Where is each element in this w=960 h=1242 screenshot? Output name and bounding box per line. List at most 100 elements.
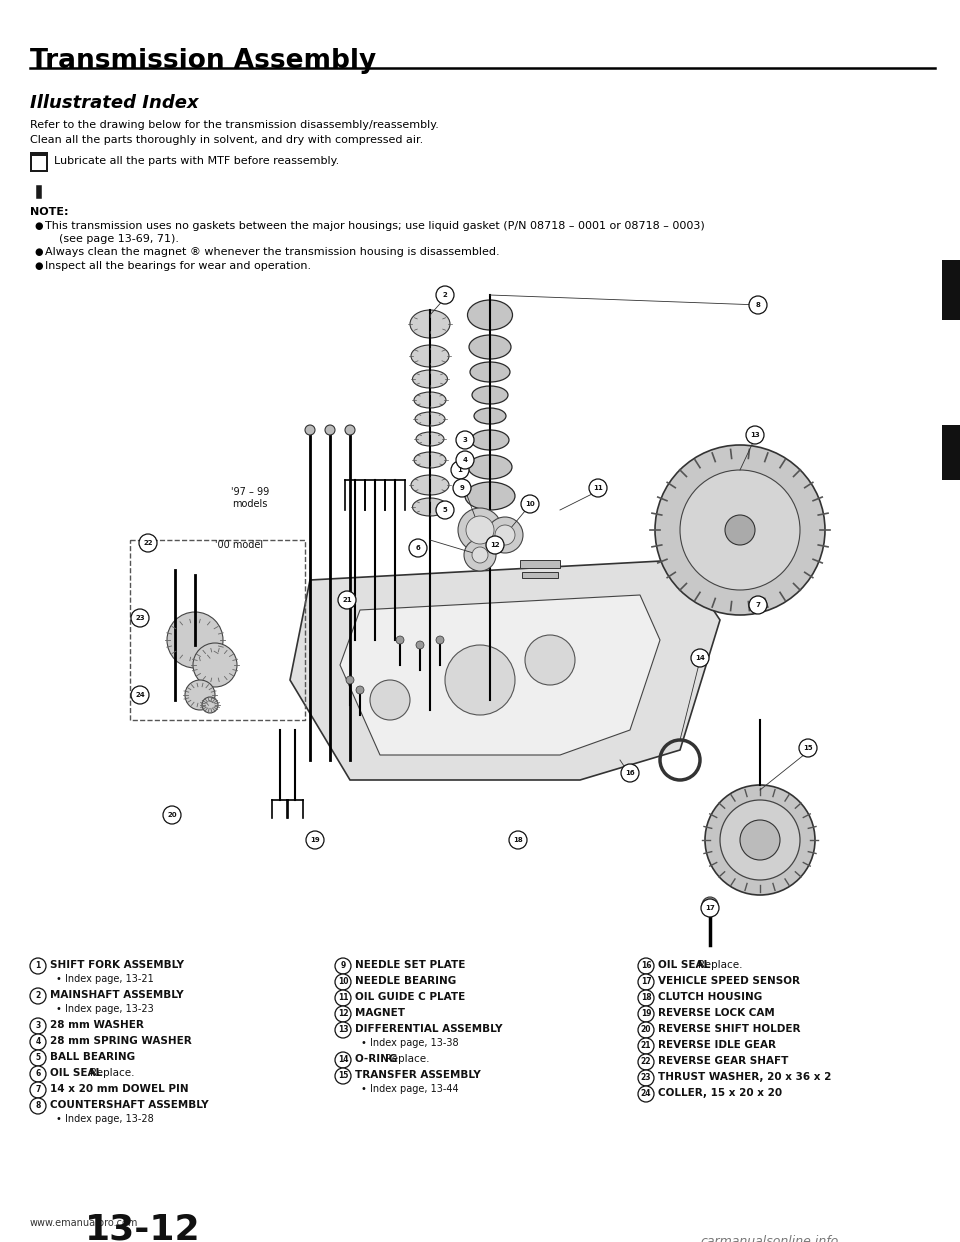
Circle shape: [335, 990, 351, 1006]
Text: 18: 18: [640, 994, 651, 1002]
Circle shape: [456, 431, 474, 450]
Text: MAGNET: MAGNET: [355, 1009, 405, 1018]
Circle shape: [30, 1066, 46, 1082]
Text: 19: 19: [310, 837, 320, 843]
Circle shape: [525, 635, 575, 686]
Circle shape: [589, 479, 607, 497]
Circle shape: [131, 609, 149, 627]
Text: 2: 2: [36, 991, 40, 1001]
Polygon shape: [290, 560, 720, 780]
Circle shape: [167, 612, 223, 668]
Text: 14 x 20 mm DOWEL PIN: 14 x 20 mm DOWEL PIN: [50, 1084, 188, 1094]
Text: NEEDLE BEARING: NEEDLE BEARING: [355, 976, 456, 986]
Circle shape: [436, 636, 444, 645]
Ellipse shape: [413, 498, 447, 515]
Text: 7: 7: [756, 602, 760, 609]
Ellipse shape: [415, 412, 445, 426]
Text: Refer to the drawing below for the transmission disassembly/reassembly.: Refer to the drawing below for the trans…: [30, 120, 439, 130]
Circle shape: [202, 697, 218, 713]
Text: '00 model: '00 model: [215, 540, 263, 550]
Text: 5: 5: [36, 1053, 40, 1062]
Text: 2: 2: [443, 292, 447, 298]
Text: 17: 17: [706, 905, 715, 910]
Circle shape: [163, 806, 181, 823]
Text: 12: 12: [338, 1010, 348, 1018]
Circle shape: [335, 1022, 351, 1038]
Text: NOTE:: NOTE:: [30, 207, 68, 217]
Text: ●: ●: [34, 247, 42, 257]
Circle shape: [335, 974, 351, 990]
Circle shape: [799, 739, 817, 758]
Circle shape: [30, 1082, 46, 1098]
Circle shape: [638, 990, 654, 1006]
Circle shape: [487, 517, 523, 553]
Circle shape: [335, 1052, 351, 1068]
Text: This transmission uses no gaskets between the major housings; use liquid gasket : This transmission uses no gaskets betwee…: [45, 221, 705, 231]
Bar: [522, 573, 558, 578]
Text: REVERSE LOCK CAM: REVERSE LOCK CAM: [658, 1009, 775, 1018]
Text: THRUST WASHER, 20 x 36 x 2: THRUST WASHER, 20 x 36 x 2: [658, 1072, 831, 1082]
Circle shape: [30, 1049, 46, 1066]
Text: www.emanualpro.com: www.emanualpro.com: [30, 1218, 138, 1228]
Circle shape: [131, 686, 149, 704]
Text: 8: 8: [756, 302, 760, 308]
Circle shape: [305, 425, 315, 435]
Text: Illustrated Index: Illustrated Index: [30, 94, 199, 112]
Text: DIFFERENTIAL ASSEMBLY: DIFFERENTIAL ASSEMBLY: [355, 1023, 502, 1035]
Circle shape: [621, 764, 639, 782]
Text: 15: 15: [338, 1072, 348, 1081]
Circle shape: [638, 974, 654, 990]
Circle shape: [655, 445, 825, 615]
Text: 28 mm WASHER: 28 mm WASHER: [50, 1020, 144, 1030]
Text: VEHICLE SPEED SENSOR: VEHICLE SPEED SENSOR: [658, 976, 800, 986]
Text: 23: 23: [640, 1073, 651, 1083]
Circle shape: [185, 681, 215, 710]
Text: Replace.: Replace.: [385, 1054, 429, 1064]
Circle shape: [464, 539, 496, 571]
Text: 24: 24: [640, 1089, 651, 1098]
Text: 4: 4: [463, 457, 468, 463]
Circle shape: [325, 425, 335, 435]
Bar: [942, 425, 960, 479]
Circle shape: [30, 1098, 46, 1114]
Circle shape: [466, 515, 494, 544]
Text: 9: 9: [460, 484, 465, 491]
Polygon shape: [340, 595, 660, 755]
Circle shape: [30, 987, 46, 1004]
Circle shape: [638, 1022, 654, 1038]
Text: 5: 5: [443, 507, 447, 513]
Circle shape: [749, 296, 767, 314]
Text: REVERSE SHIFT HOLDER: REVERSE SHIFT HOLDER: [658, 1023, 801, 1035]
Text: 21: 21: [342, 597, 351, 604]
Text: Inspect all the bearings for wear and operation.: Inspect all the bearings for wear and op…: [45, 261, 311, 271]
Text: Always clean the magnet ® whenever the transmission housing is disassembled.: Always clean the magnet ® whenever the t…: [45, 247, 499, 257]
Ellipse shape: [474, 409, 506, 424]
Circle shape: [458, 508, 502, 551]
Text: SHIFT FORK ASSEMBLY: SHIFT FORK ASSEMBLY: [50, 960, 184, 970]
Circle shape: [416, 641, 424, 650]
Circle shape: [456, 451, 474, 469]
Circle shape: [396, 636, 404, 645]
Circle shape: [725, 515, 755, 545]
Text: 13-12: 13-12: [85, 1212, 201, 1242]
Text: 19: 19: [640, 1010, 651, 1018]
Circle shape: [453, 479, 471, 497]
Circle shape: [345, 425, 355, 435]
Circle shape: [338, 591, 356, 609]
Circle shape: [335, 1006, 351, 1022]
Text: 11: 11: [338, 994, 348, 1002]
Ellipse shape: [472, 386, 508, 404]
Circle shape: [702, 897, 718, 913]
Text: 16: 16: [625, 770, 635, 776]
Text: 17: 17: [640, 977, 651, 986]
Text: Replace.: Replace.: [90, 1068, 134, 1078]
Text: 22: 22: [143, 540, 153, 546]
Circle shape: [139, 534, 157, 551]
Circle shape: [749, 596, 767, 614]
Text: (see page 13-69, 71).: (see page 13-69, 71).: [45, 233, 179, 243]
Ellipse shape: [416, 432, 444, 446]
Text: NEEDLE SET PLATE: NEEDLE SET PLATE: [355, 960, 466, 970]
FancyBboxPatch shape: [30, 152, 48, 171]
Text: 13: 13: [750, 432, 760, 438]
Circle shape: [30, 958, 46, 974]
